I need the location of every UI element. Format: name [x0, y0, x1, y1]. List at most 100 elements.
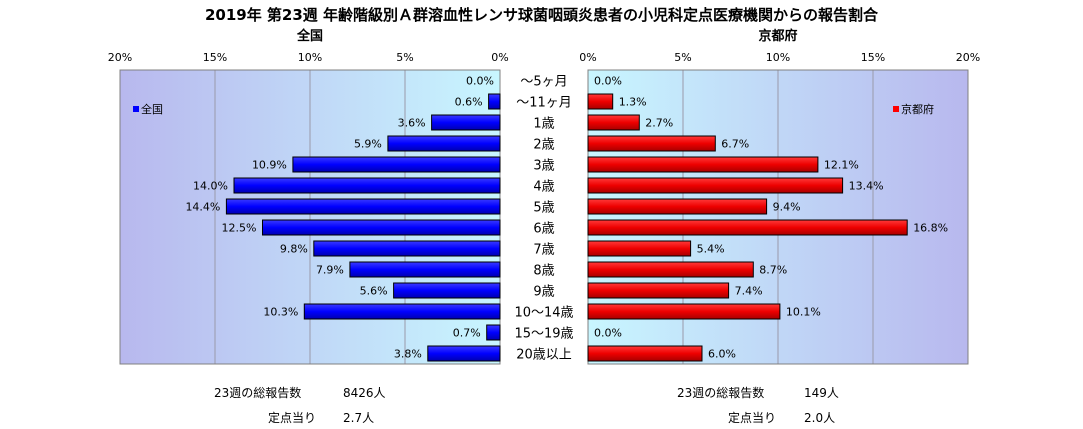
right-legend-label: 京都府	[901, 102, 934, 116]
right-bar	[587, 198, 768, 215]
category-label: 20歳以上	[516, 348, 572, 363]
right-bar	[587, 177, 844, 194]
left-bar	[313, 240, 501, 257]
category-label: 6歳	[533, 222, 554, 237]
category-label: ～5ヶ月	[520, 75, 567, 90]
left-bar	[233, 177, 501, 194]
category-labels: ～5ヶ月 ～11ヶ月 1歳 2歳 3歳 4歳 5歳 6歳 7歳 8歳 9歳 10～14歳 15～19歳 2…	[514, 75, 573, 363]
right-bar	[587, 282, 730, 299]
left-tick-label: 0%	[491, 51, 508, 64]
category-label: 8歳	[533, 264, 554, 279]
right-bar	[587, 240, 692, 257]
right-data-label: 8.7%	[759, 264, 787, 277]
left-bar	[387, 135, 501, 152]
left-legend-swatch	[133, 106, 139, 112]
right-tick-label: 10%	[766, 51, 790, 64]
category-label: 10～14歳	[514, 306, 573, 321]
right-bar	[587, 261, 754, 278]
category-label: 3歳	[533, 159, 554, 174]
left-data-label: 10.9%	[252, 159, 287, 172]
left-data-label: 3.8%	[394, 348, 422, 361]
left-bar	[292, 156, 501, 173]
left-data-label: 14.4%	[185, 201, 220, 214]
right-plot-area: 0% 5% 10% 15% 20% 0.0% 1.3% 2.7% 6.7% 12.1% 13.4% 9…	[579, 51, 980, 365]
right-bar	[587, 114, 640, 131]
right-tick-label: 20%	[956, 51, 980, 64]
left-bar	[427, 345, 501, 362]
left-data-label: 5.6%	[360, 285, 388, 298]
left-data-label: 14.0%	[193, 180, 228, 193]
right-tick-label: 15%	[861, 51, 885, 64]
right-data-label: 6.0%	[708, 348, 736, 361]
left-data-label: 0.6%	[455, 96, 483, 109]
left-bar	[431, 114, 501, 131]
left-bar	[486, 324, 501, 341]
right-legend-swatch	[893, 106, 899, 112]
left-panel-title: 全国	[296, 29, 323, 44]
category-label: 15～19歳	[514, 327, 573, 342]
left-tick-label: 10%	[298, 51, 322, 64]
right-bar	[587, 135, 716, 152]
right-panel-title: 京都府	[758, 29, 798, 44]
left-data-label: 0.7%	[453, 327, 481, 340]
right-data-label: 7.4%	[735, 285, 763, 298]
left-per-value: 2.7人	[343, 411, 375, 425]
left-bar	[225, 198, 501, 215]
left-tick-label: 5%	[396, 51, 413, 64]
left-tick-label: 20%	[108, 51, 132, 64]
right-data-label: 6.7%	[721, 138, 749, 151]
left-data-label: 12.5%	[222, 222, 257, 235]
right-data-label: 13.4%	[849, 180, 884, 193]
category-label: 9歳	[533, 285, 554, 300]
chart-title: 2019年 第23週 年齢階級別Ａ群溶血性レンサ球菌咽頭炎患者の小児科定点医療機…	[204, 6, 879, 24]
right-data-label: 2.7%	[645, 117, 673, 130]
right-per-value: 2.0人	[804, 411, 836, 425]
left-bar	[262, 219, 501, 236]
right-total-label: 23週の総報告数	[677, 386, 765, 400]
right-bar	[587, 345, 703, 362]
right-bar	[587, 156, 819, 173]
left-bar	[349, 261, 501, 278]
left-plot-area: 0% 5% 10% 15% 20% 0.0% 0.6% 3.6% 5.9% 10.9% 14.0% 1…	[108, 51, 509, 365]
left-plot-border	[119, 69, 501, 365]
right-data-label: 0.0%	[594, 75, 622, 88]
right-data-label: 9.4%	[773, 201, 801, 214]
right-data-label: 10.1%	[786, 306, 821, 319]
left-bar	[488, 93, 501, 110]
left-data-label: 10.3%	[263, 306, 298, 319]
left-legend-label: 全国	[141, 102, 163, 116]
right-bar	[587, 219, 908, 236]
left-per-label: 定点当り	[268, 411, 317, 425]
left-total-label: 23週の総報告数	[214, 386, 302, 400]
right-data-label: 12.1%	[824, 159, 859, 172]
category-label: 4歳	[533, 180, 554, 195]
right-plot-border	[587, 69, 969, 365]
category-label: 5歳	[533, 201, 554, 216]
left-total-value: 8426人	[343, 386, 386, 400]
left-data-label: 0.0%	[466, 75, 494, 88]
left-data-label: 7.9%	[316, 264, 344, 277]
left-legend: 全国	[133, 102, 163, 116]
right-data-label: 1.3%	[619, 96, 647, 109]
category-label: 2歳	[533, 138, 554, 153]
category-label: 1歳	[533, 117, 554, 132]
right-data-label: 16.8%	[913, 222, 948, 235]
right-per-label: 定点当り	[728, 411, 777, 425]
right-data-label: 0.0%	[594, 327, 622, 340]
right-bar	[587, 93, 614, 110]
left-bar	[393, 282, 501, 299]
category-label: 7歳	[533, 243, 554, 258]
right-legend: 京都府	[893, 102, 934, 116]
right-tick-label: 5%	[674, 51, 691, 64]
left-tick-label: 15%	[203, 51, 227, 64]
right-data-label: 5.4%	[697, 243, 725, 256]
left-data-label: 9.8%	[280, 243, 308, 256]
category-label: ～11ヶ月	[516, 96, 572, 111]
right-total-value: 149人	[804, 386, 839, 400]
left-data-label: 5.9%	[354, 138, 382, 151]
right-tick-label: 0%	[579, 51, 596, 64]
left-data-label: 3.6%	[398, 117, 426, 130]
right-bar	[587, 303, 781, 320]
